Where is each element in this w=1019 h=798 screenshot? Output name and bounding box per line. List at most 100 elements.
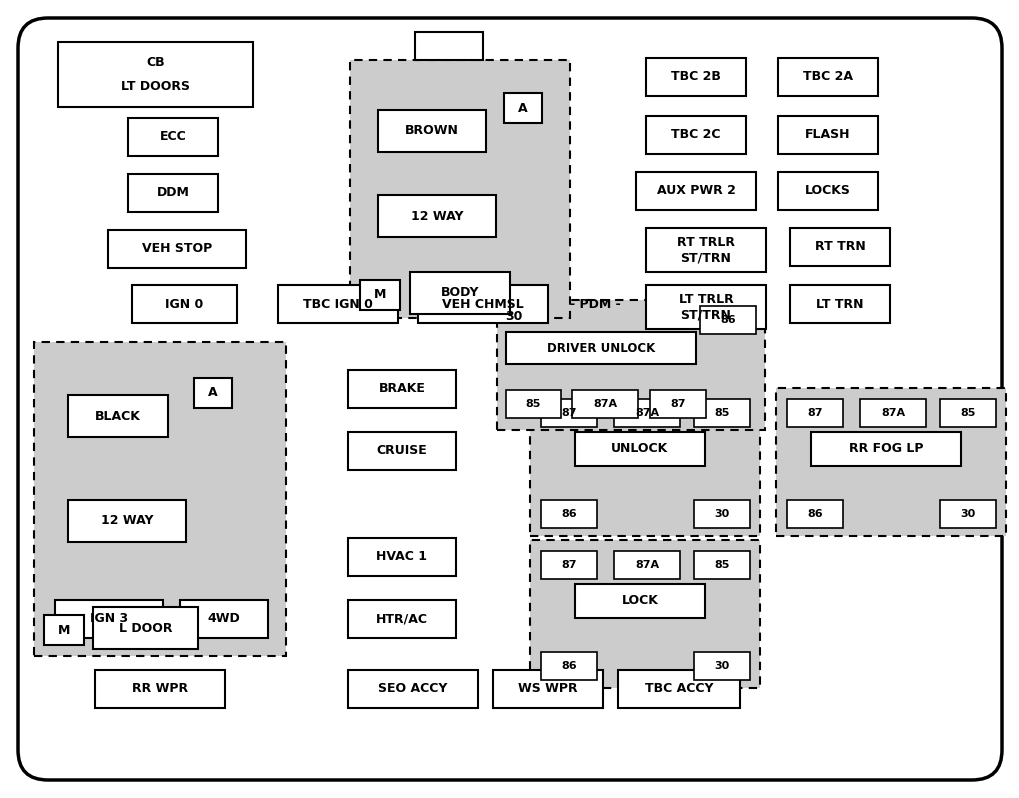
Text: ECC: ECC <box>159 131 186 144</box>
Bar <box>68 395 168 437</box>
Bar <box>360 280 399 310</box>
Text: BLACK: BLACK <box>95 409 141 422</box>
Text: LT TRN: LT TRN <box>815 298 863 310</box>
Text: 12 WAY: 12 WAY <box>411 210 463 223</box>
Bar <box>787 500 842 528</box>
Text: 87A: 87A <box>592 399 616 409</box>
Text: BRAKE: BRAKE <box>378 382 425 396</box>
Bar <box>790 228 890 266</box>
Bar <box>127 118 218 156</box>
Bar <box>693 500 749 528</box>
Text: VEH CHMSL: VEH CHMSL <box>441 298 524 310</box>
Bar <box>179 600 268 638</box>
Text: CRUISE: CRUISE <box>376 444 427 457</box>
Text: 4WD: 4WD <box>208 613 240 626</box>
Text: IGN 0: IGN 0 <box>165 298 204 310</box>
Text: 85: 85 <box>713 408 729 418</box>
Bar <box>503 93 541 123</box>
Bar <box>645 228 765 272</box>
Bar <box>859 399 925 427</box>
Text: 86: 86 <box>560 661 577 671</box>
Text: LT DOORS: LT DOORS <box>121 80 190 93</box>
Bar <box>540 500 596 528</box>
Bar <box>350 60 570 318</box>
Bar <box>68 500 185 542</box>
Text: BODY: BODY <box>440 286 479 299</box>
Bar <box>496 300 764 430</box>
Bar <box>492 670 602 708</box>
Bar <box>572 390 637 418</box>
Bar <box>777 116 877 154</box>
Text: M: M <box>58 623 70 637</box>
Bar <box>410 272 510 314</box>
Text: 12 WAY: 12 WAY <box>101 515 153 527</box>
Text: - PDM -: - PDM - <box>570 298 621 310</box>
Bar <box>418 285 547 323</box>
Text: AUX PWR 2: AUX PWR 2 <box>656 184 735 197</box>
Text: 86: 86 <box>806 509 822 519</box>
Bar <box>775 388 1005 536</box>
Text: LT TRLR: LT TRLR <box>678 293 733 306</box>
Bar <box>540 551 596 579</box>
Bar <box>58 42 253 107</box>
Bar <box>777 172 877 210</box>
Text: 30: 30 <box>504 310 522 322</box>
Bar <box>194 378 231 408</box>
Bar <box>645 58 745 96</box>
Bar <box>44 615 84 645</box>
Bar <box>131 285 236 323</box>
Text: FLASH: FLASH <box>804 128 850 141</box>
Bar <box>415 32 483 60</box>
Text: 30: 30 <box>713 661 729 671</box>
Bar <box>540 399 596 427</box>
Bar <box>347 538 455 576</box>
Bar <box>95 670 225 708</box>
Bar <box>645 116 745 154</box>
Text: VEH STOP: VEH STOP <box>142 243 212 255</box>
Bar <box>530 388 759 536</box>
Text: RR FOG LP: RR FOG LP <box>848 443 922 456</box>
Bar <box>693 652 749 680</box>
Text: ST/TRN: ST/TRN <box>680 308 731 322</box>
Bar <box>693 399 749 427</box>
Text: 87: 87 <box>669 399 685 409</box>
Text: RT TRLR: RT TRLR <box>677 235 735 249</box>
Text: 87A: 87A <box>880 408 904 418</box>
Text: HTR/AC: HTR/AC <box>376 613 428 626</box>
Bar <box>940 399 995 427</box>
Text: M: M <box>373 289 386 302</box>
Bar <box>649 390 705 418</box>
Bar <box>530 540 759 688</box>
Bar <box>278 285 397 323</box>
Bar <box>34 342 285 656</box>
Text: RT TRN: RT TRN <box>814 240 864 254</box>
Text: WS WPR: WS WPR <box>518 682 577 696</box>
Bar <box>575 432 704 466</box>
Bar <box>618 670 739 708</box>
Text: 86: 86 <box>560 509 577 519</box>
Text: LOCKS: LOCKS <box>804 184 850 197</box>
Text: TBC IGN 0: TBC IGN 0 <box>303 298 373 310</box>
Text: HVAC 1: HVAC 1 <box>376 551 427 563</box>
Text: ST/TRN: ST/TRN <box>680 251 731 264</box>
FancyBboxPatch shape <box>18 18 1001 780</box>
Text: UNLOCK: UNLOCK <box>610 443 668 456</box>
Bar <box>378 195 495 237</box>
Text: 30: 30 <box>713 509 729 519</box>
Bar <box>790 285 890 323</box>
Text: 85: 85 <box>713 560 729 570</box>
Bar <box>347 600 455 638</box>
Bar <box>505 332 695 364</box>
Bar <box>575 584 704 618</box>
Bar <box>505 390 560 418</box>
Bar <box>347 670 478 708</box>
Text: DRIVER UNLOCK: DRIVER UNLOCK <box>546 342 654 354</box>
Text: IGN 3: IGN 3 <box>90 613 128 626</box>
Text: A: A <box>518 101 527 114</box>
Bar <box>636 172 755 210</box>
Bar <box>540 652 596 680</box>
Text: 87: 87 <box>806 408 822 418</box>
Text: 30: 30 <box>960 509 974 519</box>
Bar <box>347 370 455 408</box>
Bar <box>93 607 198 649</box>
